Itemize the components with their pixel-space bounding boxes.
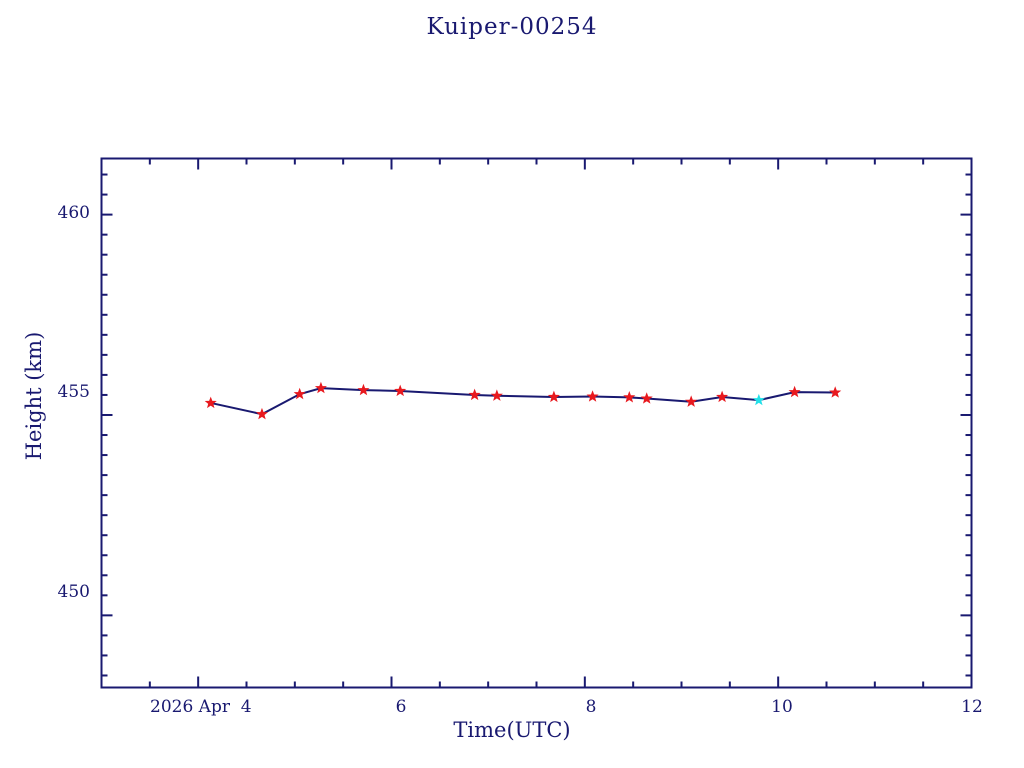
plot-frame	[100, 157, 973, 689]
y-tick-label-460: 460	[57, 203, 90, 223]
x-tick-label-apr4: 2026 Apr 4	[150, 697, 252, 717]
x-tick-label-12: 12	[961, 697, 983, 717]
axis-ticks	[100, 158, 973, 688]
x-tick-label-6: 6	[395, 697, 407, 717]
x-tick-label-10: 10	[771, 697, 793, 717]
page-title: Kuiper-00254	[426, 14, 598, 40]
x-tick-label-8: 8	[585, 697, 597, 717]
data-line	[210, 387, 836, 416]
y-tick-label-450: 450	[57, 582, 90, 602]
x-axis-title: Time(UTC)	[453, 718, 571, 742]
y-tick-label-455: 455	[57, 382, 90, 402]
data-markers	[204, 381, 842, 420]
